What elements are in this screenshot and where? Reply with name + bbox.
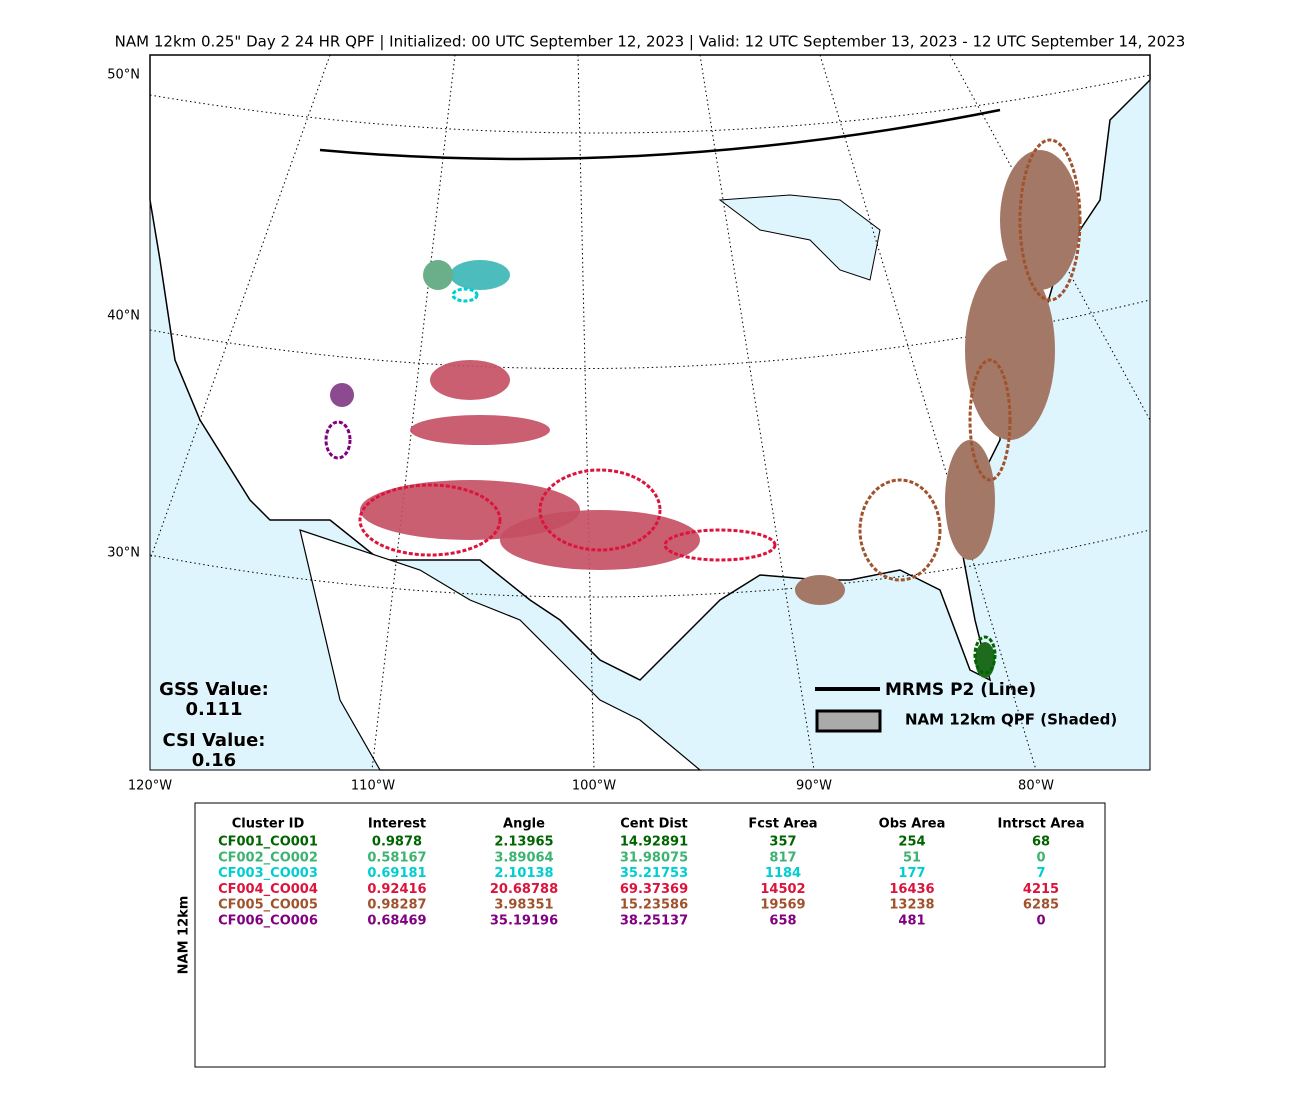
table-cell: 35.19196 — [490, 914, 558, 929]
csi-value: 0.16 — [192, 750, 236, 771]
border — [319, 108, 1001, 161]
column-header: Intrsct Area — [998, 817, 1085, 832]
table-cell: 357 — [769, 835, 796, 850]
table-cell: 68 — [1032, 835, 1050, 850]
table-cell: CF003_CO003 — [218, 866, 318, 881]
table-cell: 0.92416 — [367, 882, 426, 897]
table-cell: 7 — [1036, 866, 1045, 881]
frame — [149, 54, 1151, 771]
table-cell: 35.21753 — [620, 866, 688, 881]
table-cell: CF001_CO001 — [218, 835, 318, 850]
column-header: Fcst Area — [748, 817, 817, 832]
table-cell: 4215 — [1023, 882, 1059, 897]
csi-label: CSI Value: — [163, 730, 266, 751]
table-cell: 0.68469 — [367, 914, 426, 929]
lon-label: 100°W — [572, 779, 616, 794]
lat-label: 30°N — [107, 546, 140, 561]
table-cell: 19569 — [760, 898, 805, 913]
obs-lines — [324, 138, 1082, 675]
table-cell: 254 — [898, 835, 925, 850]
lat-label: 40°N — [107, 309, 140, 324]
table-cell: 15.23586 — [620, 898, 688, 913]
table-cell: 0 — [1036, 850, 1045, 865]
table-cell: 481 — [898, 914, 925, 929]
table-cell: 14.92891 — [620, 835, 688, 850]
table-cell: 0.98287 — [367, 898, 426, 913]
table-cell: 69.37369 — [620, 882, 688, 897]
gss-value: 0.111 — [186, 699, 243, 720]
lon-label: 80°W — [1018, 779, 1054, 794]
table-cell: 51 — [903, 850, 921, 865]
legend-shade-swatch — [815, 709, 882, 733]
lon-label: 110°W — [351, 779, 395, 794]
table-cell: 0.69181 — [367, 866, 426, 881]
title: NAM 12km 0.25" Day 2 24 HR QPF | Initial… — [115, 33, 1186, 51]
table-cell: 38.25137 — [620, 914, 688, 929]
table-cell: 14502 — [760, 882, 805, 897]
column-header: Obs Area — [879, 817, 946, 832]
table-cell: CF005_CO005 — [218, 898, 318, 913]
column-header: Interest — [368, 817, 426, 832]
gss-label: GSS Value: — [159, 679, 269, 700]
table-cell: 2.10138 — [494, 866, 553, 881]
column-header: Cluster ID — [232, 817, 305, 832]
table-cell: 177 — [898, 866, 925, 881]
table-cell: 2.13965 — [494, 835, 553, 850]
lon-label: 90°W — [796, 779, 832, 794]
table-cell: 1184 — [765, 866, 801, 881]
table-cell: 6285 — [1023, 898, 1059, 913]
column-header: Cent Dist — [620, 817, 688, 832]
great-lakes — [718, 194, 881, 281]
lat-label: 50°N — [107, 68, 140, 83]
map — [149, 54, 1151, 771]
table-cell: 658 — [769, 914, 796, 929]
table-cell: 20.68788 — [490, 882, 558, 897]
table-cell: CF002_CO002 — [218, 850, 318, 865]
table-cell: 817 — [769, 850, 796, 865]
table-cell: 0 — [1036, 914, 1045, 929]
table-cell: CF006_CO006 — [218, 914, 318, 929]
legend-shade-label: NAM 12km QPF (Shaded) — [905, 711, 1117, 729]
legend-line-label: MRMS P2 (Line) — [885, 680, 1036, 700]
table-cell: 16436 — [889, 882, 934, 897]
mexico — [299, 529, 702, 771]
table-cell: 13238 — [889, 898, 934, 913]
lon-label: 120°W — [128, 779, 172, 794]
table-cell: 31.98075 — [620, 850, 688, 865]
table-cell: 3.89064 — [494, 850, 553, 865]
column-header: Angle — [503, 817, 545, 832]
table-cell: CF004_CO004 — [218, 882, 318, 897]
qpf-shading — [330, 150, 1080, 678]
table-cell: 3.98351 — [494, 898, 553, 913]
table-cell: 0.9878 — [372, 835, 422, 850]
table: Cluster ID Interest Angle Cent Dist Fcst Are… — [177, 802, 1106, 1068]
table-frame — [194, 802, 1106, 1068]
table-cell: 0.58167 — [367, 850, 426, 865]
side-label: NAM 12km — [177, 896, 192, 975]
